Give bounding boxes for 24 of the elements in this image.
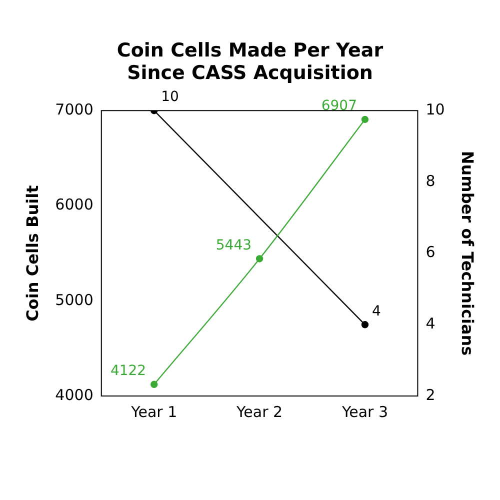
y-tick-label: 7000 xyxy=(55,100,94,118)
point xyxy=(361,116,369,124)
text: Since CASS Acquisition xyxy=(127,62,373,84)
data-label: 5443 xyxy=(216,237,252,254)
y2-tick-label: 4 xyxy=(426,314,436,333)
y-tick-label: 4000 xyxy=(55,386,94,404)
y2-tick-label: 2 xyxy=(426,386,436,404)
y-axis-title: Coin Cells Built xyxy=(22,184,42,322)
point xyxy=(256,255,264,262)
y2-tick-label: 6 xyxy=(426,243,436,262)
point xyxy=(150,380,158,388)
x-tick-label: Year 2 xyxy=(236,402,283,421)
x-tick-label: Year 1 xyxy=(130,402,178,421)
y2-axis-title: Number of Technicians xyxy=(458,150,478,356)
y-tick-label: 5000 xyxy=(55,290,94,309)
data-label: 10 xyxy=(161,89,179,106)
data-label: 4 xyxy=(372,303,381,320)
data-label: 6907 xyxy=(321,98,357,114)
y2-tick-label: 10 xyxy=(426,100,445,118)
y2-tick-label: 8 xyxy=(426,172,436,190)
y-tick-label: 6000 xyxy=(55,196,94,214)
x-tick-label: Year 3 xyxy=(340,402,388,421)
text: Coin Cells Made Per Year xyxy=(116,39,384,62)
data-label: 4122 xyxy=(110,363,146,380)
